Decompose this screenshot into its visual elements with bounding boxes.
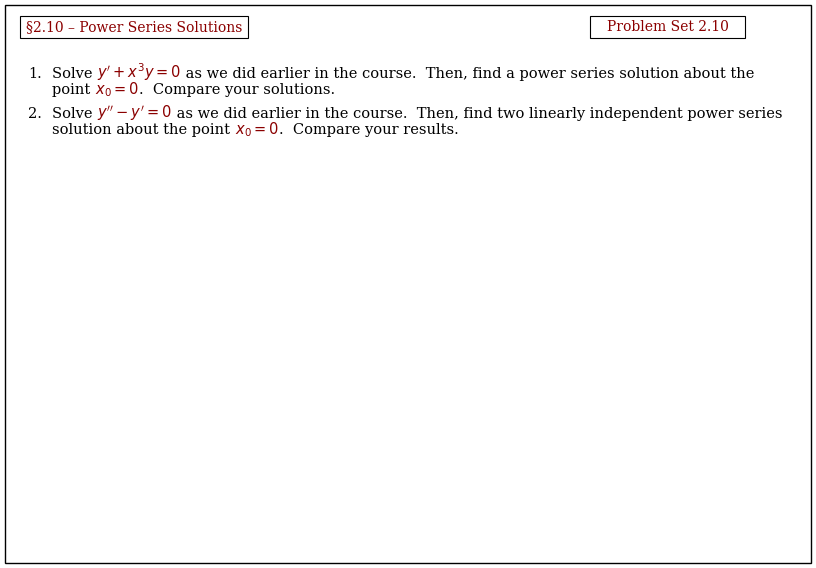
Text: 2.: 2. [28,107,42,121]
Text: Solve: Solve [52,107,97,121]
Text: Solve: Solve [52,67,97,81]
Text: solution about the point: solution about the point [52,123,235,137]
Text: 1.: 1. [28,67,42,81]
Text: as we did earlier in the course.  Then, find two linearly independent power seri: as we did earlier in the course. Then, f… [172,107,783,121]
Text: as we did earlier in the course.  Then, find a power series solution about the: as we did earlier in the course. Then, f… [181,67,755,81]
Text: .  Compare your results.: . Compare your results. [279,123,459,137]
Text: Problem Set 2.10: Problem Set 2.10 [606,20,729,34]
Text: $y' + x^3y = 0$: $y' + x^3y = 0$ [97,61,181,83]
Text: point: point [52,83,95,97]
Text: .  Compare your solutions.: . Compare your solutions. [140,83,335,97]
Text: §2.10 – Power Series Solutions: §2.10 – Power Series Solutions [26,20,242,34]
Text: $y'' - y' = 0$: $y'' - y' = 0$ [97,103,172,123]
Text: $x_0 = 0$: $x_0 = 0$ [235,120,279,139]
Text: $x_0 = 0$: $x_0 = 0$ [95,80,140,99]
